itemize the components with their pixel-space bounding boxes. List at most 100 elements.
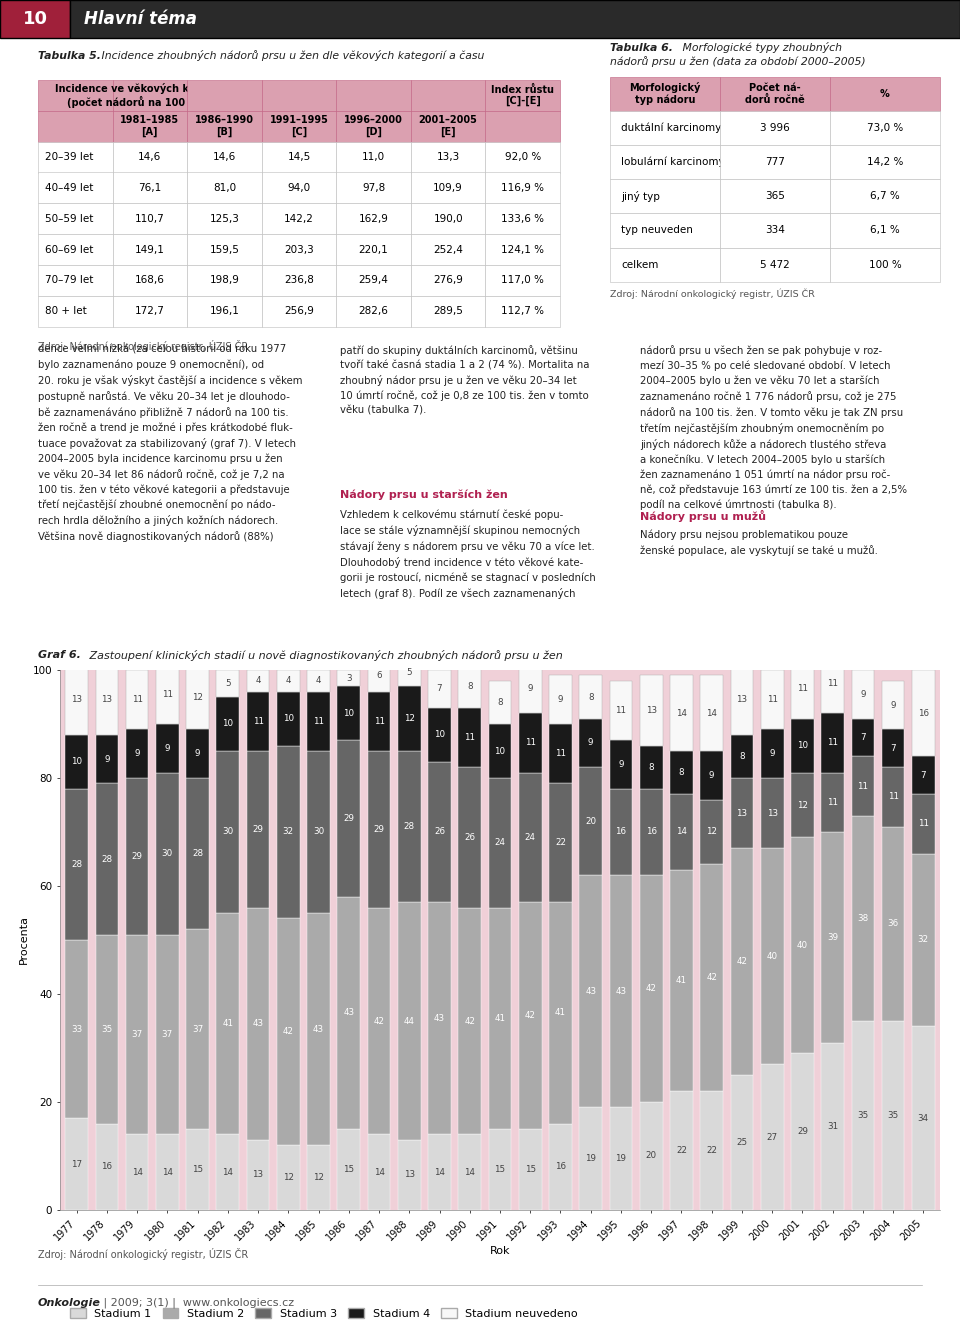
Bar xyxy=(640,876,662,1102)
Bar xyxy=(852,718,875,757)
Bar xyxy=(489,723,512,778)
Text: 26: 26 xyxy=(465,833,475,841)
Text: nádorů prsu u žen (data za období 2000–2005): nádorů prsu u žen (data za období 2000–2… xyxy=(610,57,866,68)
Text: 42: 42 xyxy=(707,974,717,982)
Text: 14: 14 xyxy=(162,1167,173,1177)
Bar xyxy=(731,778,754,848)
Bar xyxy=(912,757,935,794)
Bar xyxy=(731,735,754,778)
Bar xyxy=(65,735,88,788)
Text: 40: 40 xyxy=(797,941,808,950)
Bar xyxy=(489,778,512,908)
Bar xyxy=(912,1027,935,1210)
Text: 11: 11 xyxy=(828,798,838,807)
Bar xyxy=(580,876,602,1108)
Text: patří do skupiny duktálních karcinomů, většinu
tvoří také časná stadia 1 a 2 (74: patří do skupiny duktálních karcinomů, v… xyxy=(340,344,589,416)
Text: 37: 37 xyxy=(192,1024,204,1034)
Text: 35: 35 xyxy=(857,1110,869,1120)
Text: 8: 8 xyxy=(679,768,684,776)
Bar xyxy=(882,729,904,767)
FancyBboxPatch shape xyxy=(0,0,70,38)
Bar xyxy=(882,767,904,827)
Bar xyxy=(852,670,875,718)
Text: Nádory prsu u starších žen: Nádory prsu u starších žen xyxy=(340,490,508,501)
Text: 4: 4 xyxy=(316,676,322,685)
Bar xyxy=(701,676,723,751)
Text: 42: 42 xyxy=(736,957,748,966)
Text: 38: 38 xyxy=(857,914,869,924)
Text: 29: 29 xyxy=(373,824,385,833)
Bar xyxy=(307,692,330,751)
Text: 43: 43 xyxy=(434,1014,445,1023)
Bar xyxy=(580,1108,602,1210)
Bar xyxy=(277,918,300,1145)
Bar xyxy=(610,681,633,741)
Bar xyxy=(368,692,391,751)
Bar xyxy=(822,653,844,713)
Bar xyxy=(882,1022,904,1210)
Text: 10: 10 xyxy=(22,11,47,28)
Text: 13: 13 xyxy=(736,696,748,704)
Text: 5: 5 xyxy=(225,678,230,688)
Text: 33: 33 xyxy=(71,1024,83,1034)
Bar xyxy=(761,729,783,778)
Bar xyxy=(610,741,633,788)
Text: 16: 16 xyxy=(555,1162,566,1171)
Bar xyxy=(701,751,723,799)
Bar xyxy=(428,670,451,708)
Text: 11: 11 xyxy=(857,782,869,791)
Text: 11: 11 xyxy=(465,733,475,742)
Bar xyxy=(640,676,662,746)
Bar xyxy=(65,1118,88,1210)
Bar xyxy=(640,746,662,788)
Bar xyxy=(580,767,602,876)
Text: 28: 28 xyxy=(71,860,83,869)
Text: 19: 19 xyxy=(615,1154,627,1163)
Text: 42: 42 xyxy=(525,1011,536,1020)
Bar xyxy=(459,908,481,1134)
Text: Tabulka 6.: Tabulka 6. xyxy=(610,44,673,53)
Bar xyxy=(761,848,783,1064)
Text: 24: 24 xyxy=(525,833,536,841)
Bar xyxy=(882,827,904,1022)
Text: 11: 11 xyxy=(918,819,929,828)
Text: 15: 15 xyxy=(344,1165,354,1174)
Legend: Stadium 1, Stadium 2, Stadium 3, Stadium 4, Stadium neuvedeno: Stadium 1, Stadium 2, Stadium 3, Stadium… xyxy=(65,1304,583,1324)
Bar xyxy=(217,913,239,1134)
Text: 11: 11 xyxy=(162,690,173,698)
Bar xyxy=(156,723,179,772)
Bar xyxy=(731,848,754,1075)
Bar xyxy=(610,876,633,1108)
Text: 14: 14 xyxy=(676,709,687,718)
Bar xyxy=(156,665,179,723)
Bar xyxy=(368,908,391,1134)
Text: 11: 11 xyxy=(888,792,899,802)
Text: 9: 9 xyxy=(860,690,866,698)
Text: 22: 22 xyxy=(555,839,566,847)
Bar xyxy=(580,676,602,718)
Text: 11: 11 xyxy=(132,696,143,704)
Bar xyxy=(519,772,541,902)
Bar xyxy=(338,897,360,1129)
Text: 14: 14 xyxy=(132,1167,143,1177)
Bar xyxy=(428,1134,451,1210)
Text: Onkologie: Onkologie xyxy=(38,1298,101,1308)
Text: Vzhledem k celkovému stárnutí české popu-
lace se stále významnější skupinou nem: Vzhledem k celkovému stárnutí české popu… xyxy=(340,510,596,599)
Bar xyxy=(156,772,179,934)
Bar xyxy=(247,908,270,1140)
Bar xyxy=(459,708,481,767)
Text: 11: 11 xyxy=(828,678,838,688)
Bar xyxy=(912,853,935,1027)
Text: Nádory prsu nejsou problematikou pouze
ženské populace, ale vyskytují se také u : Nádory prsu nejsou problematikou pouze ž… xyxy=(640,530,877,556)
Text: 8: 8 xyxy=(467,681,472,690)
Text: 39: 39 xyxy=(828,933,838,942)
Bar xyxy=(519,902,541,1129)
Bar xyxy=(670,869,693,1092)
Text: 9: 9 xyxy=(164,743,170,753)
Bar xyxy=(368,751,391,908)
Text: 14: 14 xyxy=(465,1167,475,1177)
Text: 37: 37 xyxy=(132,1030,143,1039)
Text: 12: 12 xyxy=(313,1173,324,1182)
Bar xyxy=(338,670,360,686)
Text: 14: 14 xyxy=(707,709,717,718)
